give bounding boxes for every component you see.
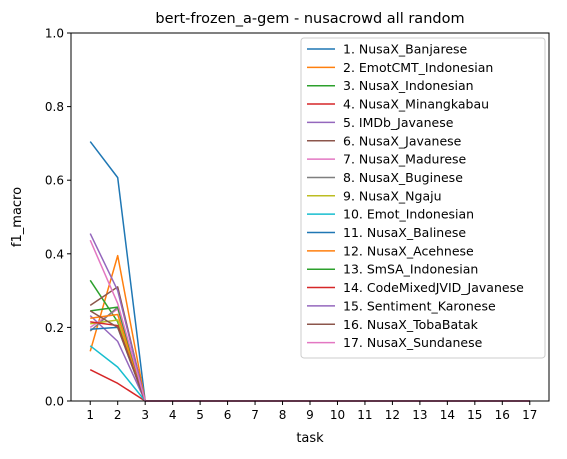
legend-label: 4. NusaX_Minangkabau xyxy=(343,97,489,112)
series-line-4 xyxy=(89,369,530,402)
x-tick-label: 2 xyxy=(114,408,122,422)
x-tick-label: 12 xyxy=(385,408,400,422)
legend-label: 9. NusaX_Ngaju xyxy=(343,188,442,203)
x-tick-label: 15 xyxy=(467,408,482,422)
x-tick-label: 6 xyxy=(224,408,232,422)
legend-label: 13. SmSA_Indonesian xyxy=(343,262,478,277)
y-tick-label: 0.6 xyxy=(45,174,64,188)
legend-label: 14. CodeMixedJVID_Javanese xyxy=(343,280,524,295)
x-axis-label: task xyxy=(296,431,324,446)
y-tick-label: 0.0 xyxy=(45,395,64,409)
legend: 1. NusaX_Banjarese 2. EmotCMT_Indonesian 3… xyxy=(300,37,546,359)
legend-label: 3. NusaX_Indonesian xyxy=(343,78,474,93)
y-tick-label: 0.4 xyxy=(45,247,64,261)
legend-label: 8. NusaX_Buginese xyxy=(343,170,463,185)
x-tick-label: 17 xyxy=(522,408,537,422)
legend-label: 2. EmotCMT_Indonesian xyxy=(343,60,493,75)
y-tick-label: 0.8 xyxy=(45,100,64,114)
legend-label: 17. NusaX_Sundanese xyxy=(343,335,483,350)
x-tick-label: 1 xyxy=(86,408,94,422)
x-tick-label: 10 xyxy=(330,408,345,422)
x-tick-label: 9 xyxy=(306,408,314,422)
legend-label: 7. NusaX_Madurese xyxy=(343,152,467,167)
legend-label: 10. Emot_Indonesian xyxy=(343,207,474,222)
legend-label: 1. NusaX_Banjarese xyxy=(343,42,468,57)
y-tick-label: 1.0 xyxy=(45,27,64,41)
legend-label: 16. NusaX_TobaBatak xyxy=(343,317,479,332)
legend-label: 12. NusaX_Acehnese xyxy=(343,243,474,258)
x-tick-label: 14 xyxy=(440,408,455,422)
x-tick-label: 16 xyxy=(495,408,510,422)
x-axis: 1 2 3 4 5 6 7 8 9 10 11 12 13 14 15 16 17 xyxy=(86,401,537,422)
y-axis: 0.0 0.2 0.4 0.6 0.8 1.0 xyxy=(45,27,71,409)
y-tick-label: 0.2 xyxy=(45,321,64,335)
legend-box xyxy=(300,37,546,359)
legend-label: 6. NusaX_Javanese xyxy=(343,133,462,148)
x-tick-label: 4 xyxy=(169,408,177,422)
chart-title: bert-frozen_a-gem - nusacrowd all random xyxy=(155,11,464,27)
legend-label: 15. Sentiment_Karonese xyxy=(343,298,496,313)
x-tick-label: 7 xyxy=(251,408,259,422)
x-tick-label: 8 xyxy=(279,408,287,422)
x-tick-label: 11 xyxy=(357,408,372,422)
x-tick-label: 5 xyxy=(196,408,204,422)
legend-label: 5. IMDb_Javanese xyxy=(343,115,454,130)
y-axis-label: f1_macro xyxy=(10,187,25,247)
legend-label: 11. NusaX_Balinese xyxy=(343,225,466,240)
x-tick-label: 13 xyxy=(412,408,427,422)
x-tick-label: 3 xyxy=(141,408,149,422)
